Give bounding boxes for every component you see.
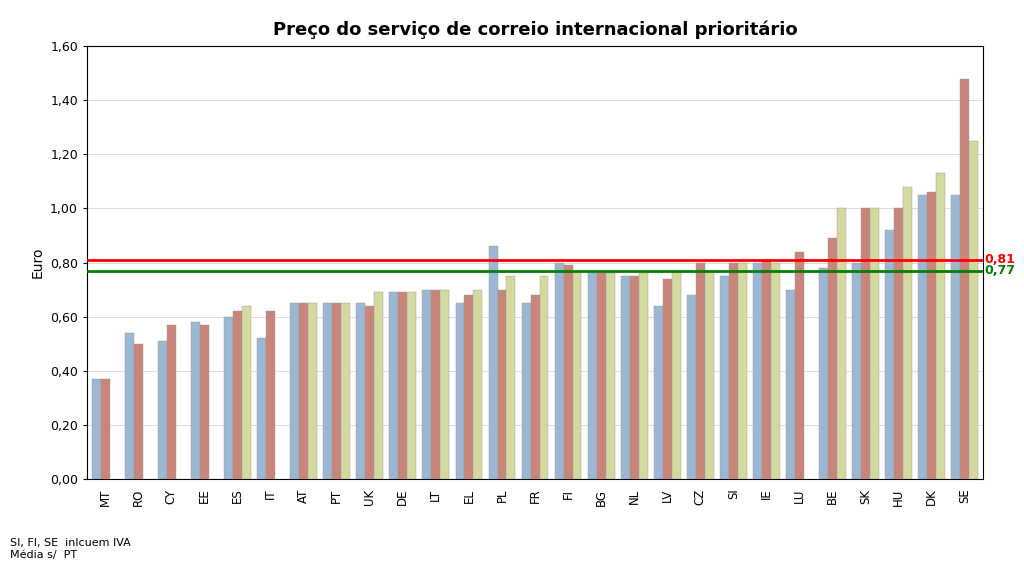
Bar: [134, 344, 142, 479]
Bar: [762, 260, 771, 479]
Bar: [870, 208, 879, 479]
Bar: [299, 303, 308, 479]
Bar: [605, 273, 614, 479]
Bar: [408, 293, 416, 479]
Bar: [530, 295, 540, 479]
Bar: [729, 263, 738, 479]
Bar: [886, 230, 894, 479]
Bar: [167, 325, 176, 479]
Bar: [356, 303, 366, 479]
Bar: [852, 263, 861, 479]
Bar: [158, 341, 167, 479]
Y-axis label: Euro: Euro: [31, 247, 44, 278]
Bar: [423, 290, 431, 479]
Bar: [257, 338, 266, 479]
Bar: [473, 290, 482, 479]
Bar: [738, 263, 746, 479]
Bar: [903, 187, 912, 479]
Bar: [894, 208, 903, 479]
Bar: [366, 306, 374, 479]
Bar: [970, 141, 978, 479]
Bar: [630, 276, 639, 479]
Bar: [705, 271, 714, 479]
Bar: [266, 311, 275, 479]
Bar: [125, 333, 134, 479]
Bar: [488, 246, 498, 479]
Bar: [696, 263, 705, 479]
Bar: [563, 265, 572, 479]
Bar: [498, 290, 507, 479]
Bar: [819, 268, 828, 479]
Bar: [332, 303, 341, 479]
Bar: [861, 208, 870, 479]
Bar: [654, 306, 663, 479]
Text: 0,77: 0,77: [985, 264, 1016, 277]
Bar: [753, 263, 762, 479]
Bar: [687, 295, 696, 479]
Text: 0,81: 0,81: [985, 253, 1016, 267]
Text: SI, FI, SE  inlcuem IVA
Média s/  PT: SI, FI, SE inlcuem IVA Média s/ PT: [10, 538, 131, 560]
Bar: [786, 290, 795, 479]
Bar: [572, 271, 582, 479]
Bar: [771, 263, 780, 479]
Bar: [951, 195, 961, 479]
Bar: [465, 295, 473, 479]
Bar: [431, 290, 440, 479]
Bar: [389, 293, 398, 479]
Bar: [92, 379, 100, 479]
Bar: [936, 173, 945, 479]
Bar: [224, 317, 233, 479]
Bar: [374, 293, 383, 479]
Bar: [440, 290, 450, 479]
Bar: [191, 322, 200, 479]
Bar: [555, 263, 563, 479]
Title: Preço do serviço de correio internacional prioritário: Preço do serviço de correio internaciona…: [272, 21, 798, 39]
Bar: [828, 238, 837, 479]
Bar: [242, 306, 251, 479]
Bar: [398, 293, 408, 479]
Bar: [540, 276, 549, 479]
Bar: [233, 311, 242, 479]
Bar: [720, 276, 729, 479]
Bar: [341, 303, 350, 479]
Bar: [308, 303, 317, 479]
Bar: [919, 195, 928, 479]
Bar: [588, 273, 597, 479]
Bar: [621, 276, 630, 479]
Bar: [507, 276, 515, 479]
Bar: [961, 78, 970, 479]
Bar: [663, 279, 672, 479]
Bar: [795, 252, 804, 479]
Bar: [672, 271, 681, 479]
Bar: [200, 325, 209, 479]
Bar: [456, 303, 465, 479]
Bar: [639, 273, 647, 479]
Bar: [837, 208, 846, 479]
Bar: [324, 303, 332, 479]
Bar: [290, 303, 299, 479]
Bar: [928, 192, 936, 479]
Bar: [597, 273, 605, 479]
Bar: [100, 379, 110, 479]
Bar: [521, 303, 530, 479]
